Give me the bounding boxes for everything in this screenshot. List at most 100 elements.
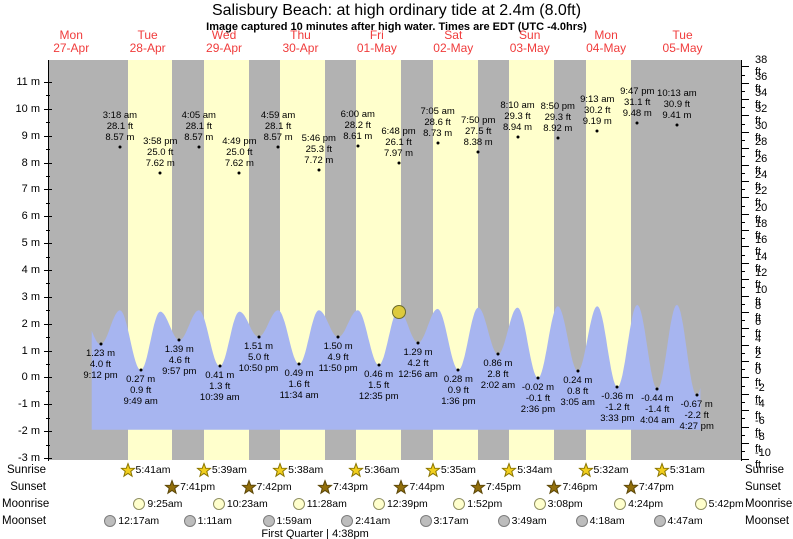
m-axis-tick (44, 350, 52, 352)
m-axis-minor-tick (46, 229, 50, 231)
annotation-line: 28.6 ft (424, 116, 451, 128)
sunset-time: 7:42pm (256, 481, 292, 493)
ft-axis-label: 2 ft (755, 349, 762, 374)
annotation-line: 30.9 ft (663, 98, 691, 110)
annotation-line: 1.6 ft (288, 379, 310, 391)
moonset-circle-icon (419, 515, 432, 527)
moonrise-time: 10:23am (226, 498, 268, 510)
ft-axis-label: -10 ft (755, 447, 771, 472)
annotation-line: 8.61 m (343, 131, 373, 143)
annotation-line: 8.57 m (184, 132, 214, 144)
ft-axis-tick (741, 66, 749, 68)
m-axis-label: 10 m (15, 102, 40, 115)
star-shape (164, 479, 180, 495)
ft-axis-tick (741, 459, 749, 461)
moonrise-circle-icon (292, 498, 305, 510)
annotation-line: 1.51 m (243, 340, 274, 352)
m-axis-minor-tick (46, 256, 50, 258)
moonset-time: 2:41am (355, 515, 391, 527)
ft-axis-tick (741, 164, 749, 166)
moonrise-time: 4:24pm (628, 498, 664, 510)
annotation-line: -0.1 ft (525, 392, 551, 404)
low-tide-dot (615, 385, 619, 389)
day-date: 02-May (433, 41, 474, 55)
low-tide-dot (496, 352, 500, 356)
moonrise-circle-icon (212, 498, 225, 510)
star-shape (272, 462, 288, 478)
low-tide-dot (456, 368, 460, 372)
ft-axis-minor-tick (741, 336, 745, 338)
ft-axis-minor-tick (741, 352, 745, 354)
sunrise-time: 5:36am (364, 464, 400, 476)
ft-axis-tick (741, 410, 749, 412)
annotation-line: 12:35 pm (358, 391, 399, 403)
high-tide-dot (476, 150, 480, 154)
moonrise-time: 5:42pm (708, 498, 744, 510)
moonrise-circle-icon (133, 498, 146, 510)
annotation-line: 4.9 ft (327, 352, 349, 364)
ft-axis-label: -8 ft (755, 430, 765, 455)
annotation-line: 4:05 am (181, 110, 216, 122)
m-axis-tick (44, 189, 52, 191)
high-tide-dot (397, 161, 401, 165)
high-tide-dot (675, 123, 679, 127)
annotation-line: 2.8 ft (487, 369, 509, 381)
annotation-line: 0.86 m (483, 358, 513, 370)
m-axis-tick (44, 135, 52, 137)
ft-axis-minor-tick (741, 401, 745, 403)
annotation-line: 1.50 m (323, 341, 353, 353)
annotation-line: 4:27 pm (679, 421, 714, 433)
annotation-line: 8:50 pm (540, 100, 575, 112)
ft-axis-tick (741, 99, 749, 101)
m-axis-minor-tick (46, 175, 50, 177)
annotation-line: 26.1 ft (385, 137, 412, 149)
m-axis-label: 8 m (21, 156, 40, 169)
annotation-line: 9:47 pm (620, 85, 655, 97)
ft-axis-tick (741, 197, 749, 199)
ft-axis-label: 34 ft (755, 87, 768, 112)
ft-axis-tick (741, 328, 749, 330)
annotation-line: 10:50 pm (238, 362, 279, 374)
ft-axis-label: 38 ft (755, 54, 768, 79)
annotation-line: 6:48 pm (381, 126, 416, 138)
m-axis-label: 1 m (21, 344, 40, 357)
star-shape (393, 479, 409, 495)
ft-axis-minor-tick (741, 385, 745, 387)
low-tide-annotation: 1.29 m 4.2 ft 12:56 am (398, 347, 438, 380)
high-tide-annotation: 4:49 pm 25.0 ft 7.62 m (222, 136, 256, 169)
current-tide-marker (391, 304, 406, 319)
ft-axis-tick (741, 279, 749, 281)
high-tide-dot (317, 168, 321, 172)
day-label: Sun 03-May (510, 29, 550, 55)
high-tide-dot (276, 145, 280, 149)
ft-axis-label: 8 ft (755, 299, 762, 324)
star-shape (623, 479, 639, 495)
sunrise-star-icon (348, 462, 364, 478)
low-tide-dot (139, 368, 143, 372)
high-tide-annotation: 4:59 am 28.1 ft 8.57 m (261, 110, 295, 143)
moonset-time: 12:17am (118, 515, 160, 527)
annotation-line: 8:10 am (500, 100, 535, 112)
sunrise-star-icon (120, 462, 135, 478)
day-name: Wed (211, 28, 237, 42)
ft-axis-minor-tick (741, 205, 745, 207)
ft-axis-minor-tick (741, 320, 745, 322)
annotation-line: 0.49 m (284, 368, 314, 380)
tide-curve (91, 304, 701, 430)
annotation-line: 0.24 m (563, 374, 593, 386)
annotation-line: 12:56 am (398, 368, 438, 380)
ft-axis-minor-tick (741, 107, 745, 109)
annotation-line: 4.6 ft (168, 355, 190, 367)
moonset-circle-icon (497, 515, 510, 527)
sunset-time: 7:47pm (638, 481, 674, 493)
day-name: Thu (290, 28, 311, 42)
day-label: Fri 01-May (357, 29, 397, 55)
high-tide-dot (595, 129, 599, 133)
ft-axis-label: 26 ft (755, 152, 768, 177)
ft-axis-label: 18 ft (755, 218, 768, 243)
left-axis-line (48, 60, 49, 461)
moon-phase-text: First Quarter | 4:38pm (261, 528, 369, 539)
day-label: Sat 02-May (433, 29, 473, 55)
sunrise-star-icon (272, 462, 288, 478)
ft-axis-label: -4 ft (755, 398, 765, 423)
